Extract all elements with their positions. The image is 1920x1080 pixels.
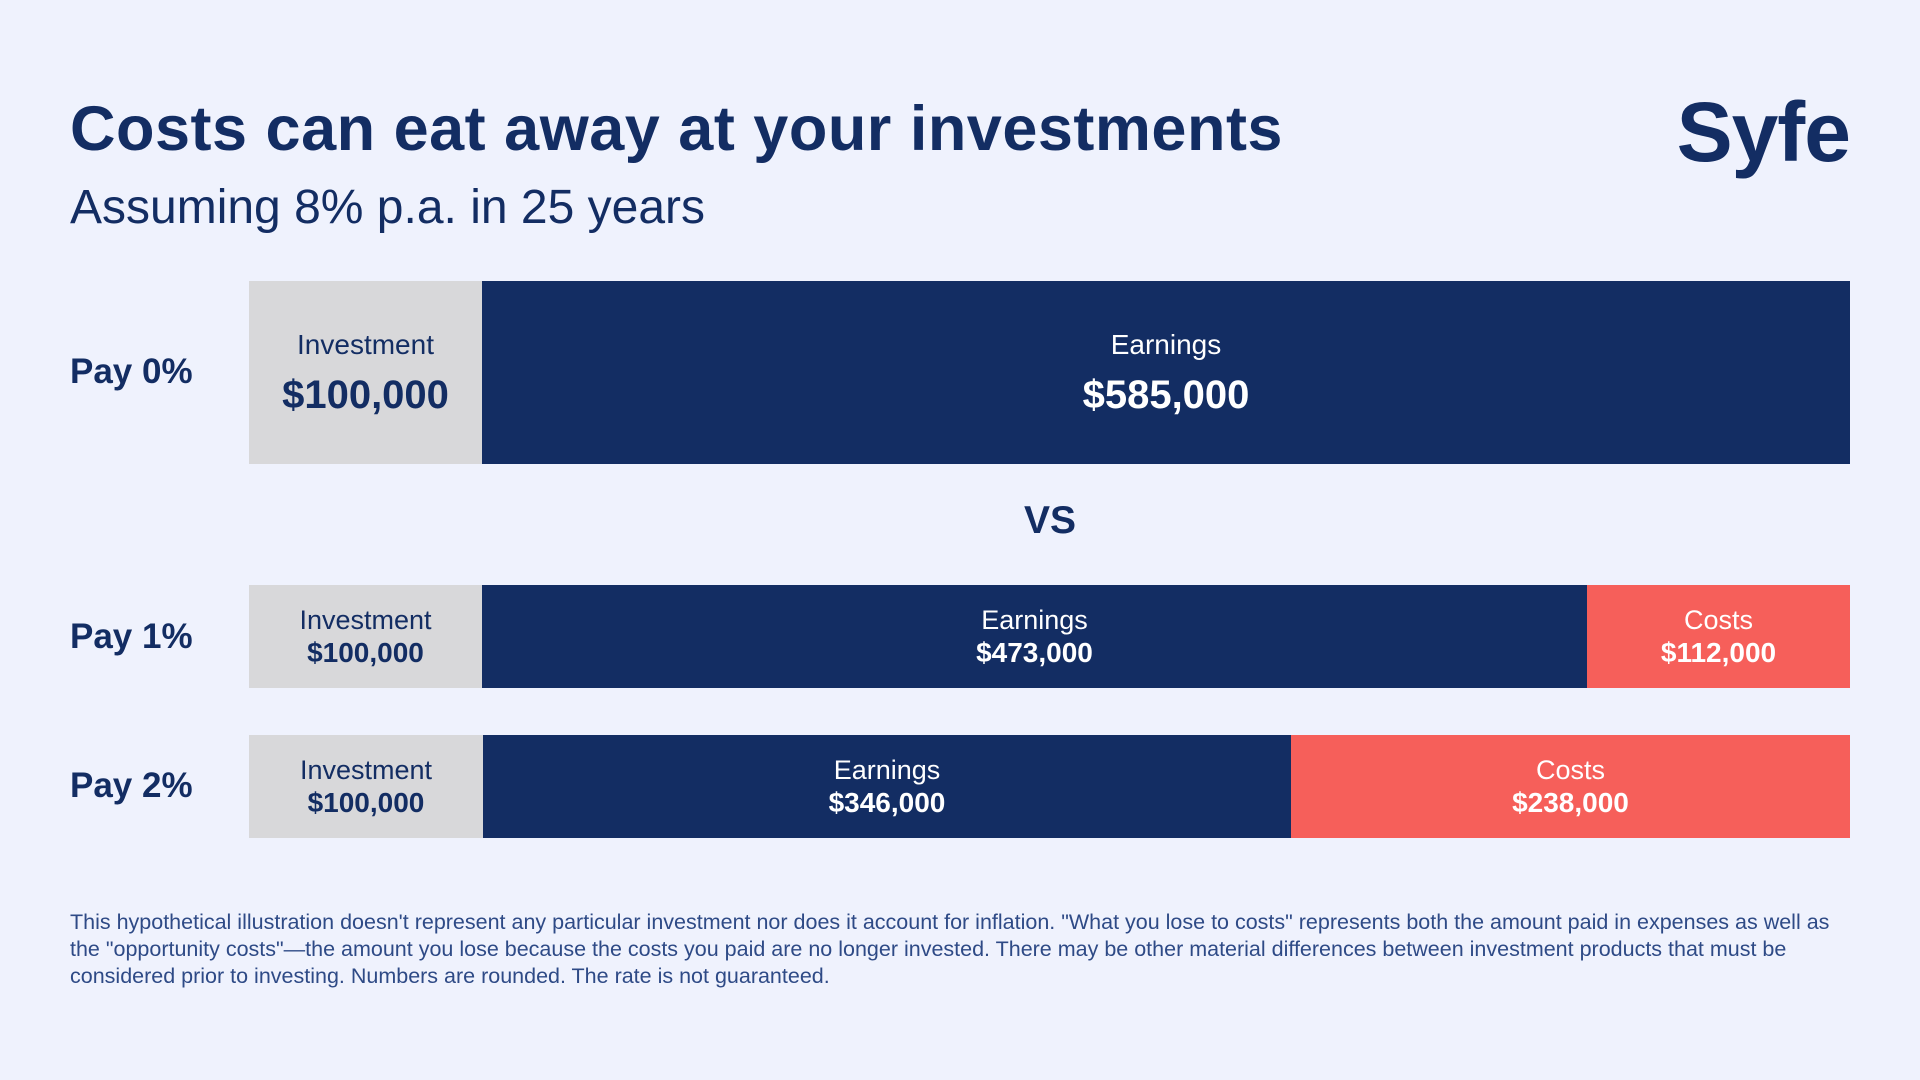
bar-pay-2: Investment $100,000 Earnings $346,000 Co… bbox=[249, 735, 1850, 838]
investment-segment: Investment $100,000 bbox=[249, 585, 482, 688]
earnings-segment: Earnings $585,000 bbox=[482, 281, 1850, 464]
row-label-pay-2: Pay 2% bbox=[70, 766, 193, 805]
segment-value: $585,000 bbox=[1082, 372, 1250, 417]
earnings-segment: Earnings $473,000 bbox=[482, 585, 1587, 688]
segment-label: Investment bbox=[299, 604, 432, 635]
segment-label: Earnings bbox=[833, 754, 941, 785]
segment-value: $112,000 bbox=[1660, 636, 1777, 668]
row-label-pay-1: Pay 1% bbox=[70, 617, 193, 656]
segment-value: $100,000 bbox=[307, 786, 425, 818]
page-title: Costs can eat away at your investments bbox=[70, 94, 1283, 164]
segment-label: Earnings bbox=[981, 604, 1088, 635]
page-subtitle: Assuming 8% p.a. in 25 years bbox=[70, 181, 705, 234]
earnings-segment: Earnings $346,000 bbox=[483, 735, 1291, 838]
segment-value: $238,000 bbox=[1512, 786, 1629, 818]
disclaimer-footnote: This hypothetical illustration doesn't r… bbox=[70, 910, 1830, 988]
segment-value: $100,000 bbox=[282, 372, 449, 417]
bar-pay-0: Investment $100,000 Earnings $585,000 bbox=[249, 281, 1850, 464]
segment-label: Earnings bbox=[1110, 328, 1222, 360]
investment-segment: Investment $100,000 bbox=[249, 281, 482, 464]
segment-label: Investment bbox=[299, 754, 433, 785]
segment-value: $100,000 bbox=[307, 636, 424, 668]
segment-label: Costs bbox=[1535, 754, 1606, 785]
row-label-pay-0: Pay 0% bbox=[70, 352, 193, 391]
investment-segment: Investment $100,000 bbox=[249, 735, 483, 838]
vs-divider: VS bbox=[1023, 499, 1077, 542]
segment-value: $346,000 bbox=[828, 786, 946, 818]
syfe-logo: Syfe bbox=[1676, 85, 1851, 179]
costs-segment: Costs $112,000 bbox=[1587, 585, 1850, 688]
segment-value: $473,000 bbox=[976, 636, 1093, 668]
segment-label: Investment bbox=[297, 328, 434, 360]
costs-segment: Costs $238,000 bbox=[1291, 735, 1850, 838]
bar-pay-1: Investment $100,000 Earnings $473,000 Co… bbox=[249, 585, 1850, 688]
segment-label: Costs bbox=[1683, 604, 1754, 635]
